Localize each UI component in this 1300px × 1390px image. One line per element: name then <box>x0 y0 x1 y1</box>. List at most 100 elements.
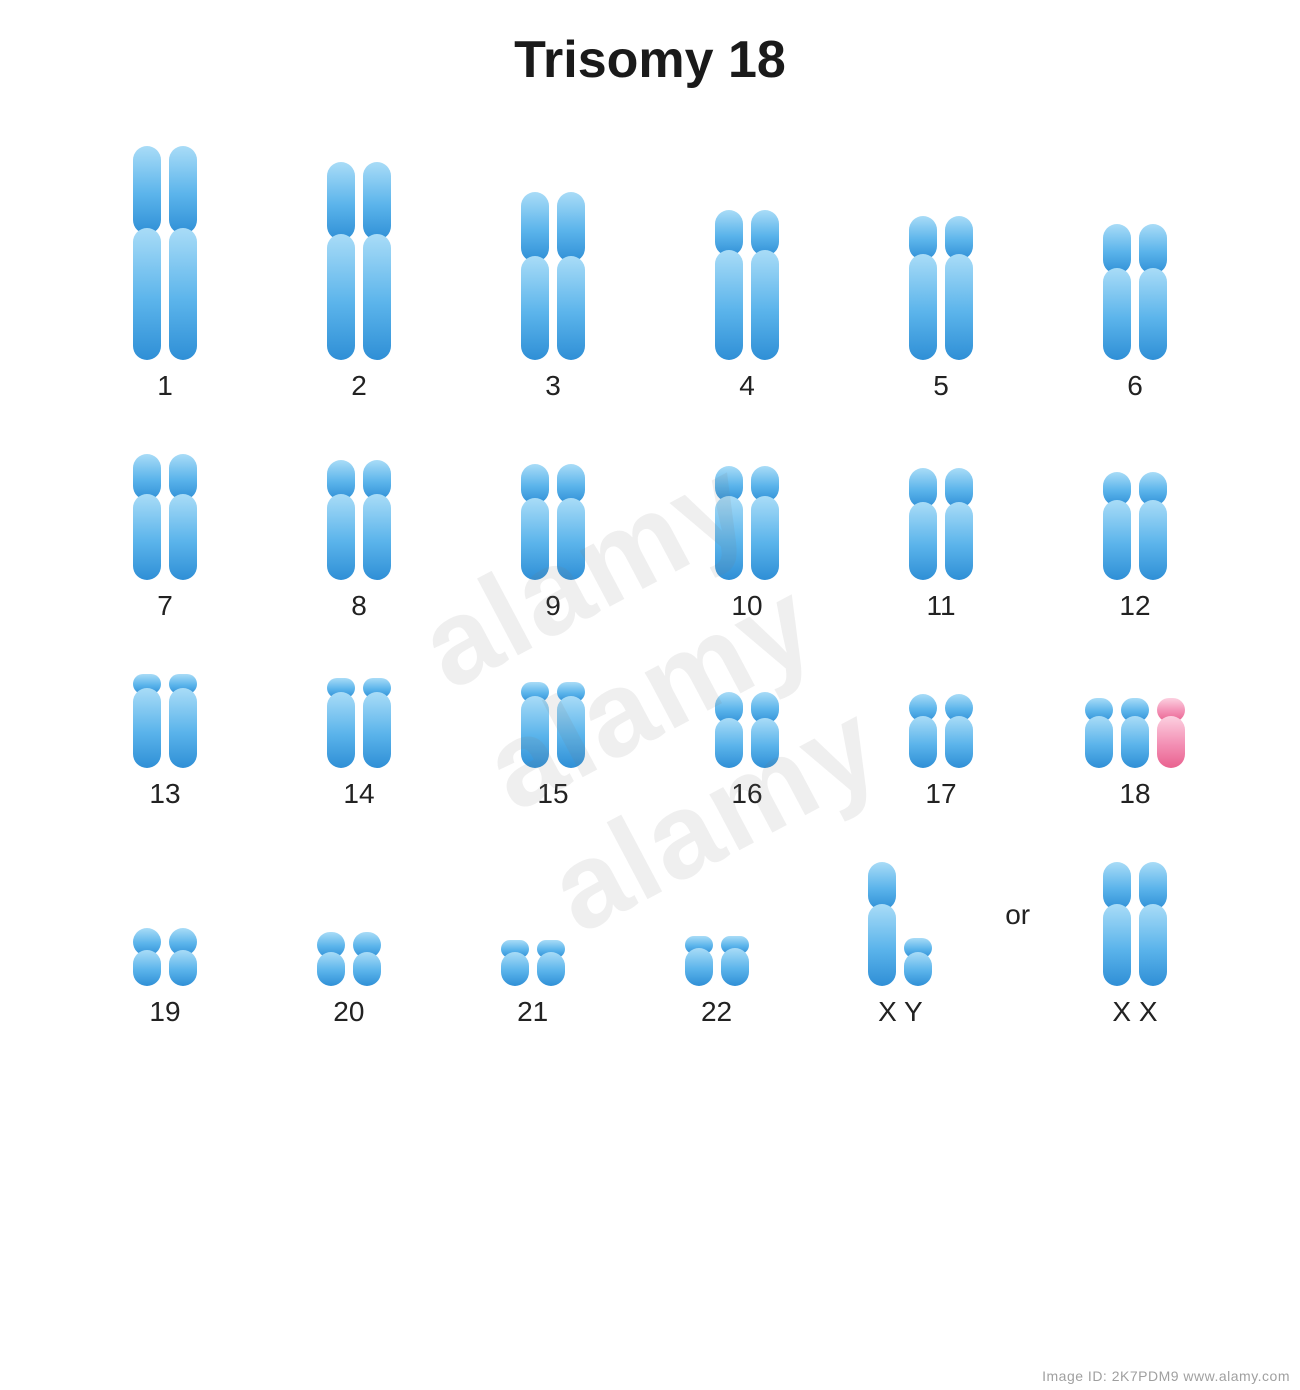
chromosome-label: 1 <box>157 370 173 402</box>
chromatid-q-arm <box>169 228 197 360</box>
chromosome-cell: 13 <box>80 658 250 810</box>
chromosome-pair <box>521 438 585 580</box>
chromatid <box>945 694 973 768</box>
chromatid <box>327 162 355 360</box>
chromatid <box>685 936 713 986</box>
chromatid-q-arm <box>557 696 585 768</box>
chromatid-q-arm <box>909 716 937 768</box>
chromatid-p-arm <box>1103 224 1131 274</box>
chromatid-q-arm <box>751 496 779 580</box>
chromatid-q-arm <box>1139 268 1167 360</box>
chromosome-cell: X Y <box>815 846 985 1028</box>
chromatid <box>133 146 161 360</box>
chromatid <box>169 928 197 986</box>
chromosome-label: 14 <box>343 778 374 810</box>
chromosome-label: 16 <box>731 778 762 810</box>
chromatid <box>1103 862 1131 986</box>
chromatid-p-arm <box>133 146 161 234</box>
chromosome-pair <box>133 438 197 580</box>
chromatid <box>327 460 355 580</box>
chromatid <box>751 210 779 360</box>
chromosome-pair <box>685 846 749 986</box>
diagram-title: Trisomy 18 <box>80 30 1220 90</box>
chromatid <box>715 466 743 580</box>
chromatid-q-arm <box>1085 716 1113 768</box>
chromatid <box>1103 472 1131 580</box>
chromatid-q-arm <box>169 950 197 986</box>
chromatid <box>353 932 381 986</box>
chromosome-label: 3 <box>545 370 561 402</box>
chromatid-p-arm <box>557 192 585 262</box>
chromosome-pair <box>133 658 197 768</box>
chromatid-q-arm <box>909 502 937 580</box>
chromatid-q-arm <box>169 688 197 768</box>
chromosome-cell: 10 <box>662 438 832 622</box>
chromatid-q-arm <box>685 948 713 986</box>
chromatid <box>945 468 973 580</box>
chromatid <box>537 940 565 986</box>
karyotype-diagram: Trisomy 18 12345678910111213141516171819… <box>0 0 1300 1390</box>
chromosome-cell: 22 <box>632 846 802 1028</box>
chromatid-q-arm <box>1139 904 1167 986</box>
chromosome-pair <box>327 130 391 360</box>
chromosome-label: 19 <box>149 996 180 1028</box>
chromatid <box>169 146 197 360</box>
chromatid-q-arm <box>133 688 161 768</box>
chromatid <box>1139 472 1167 580</box>
chromatid <box>169 674 197 768</box>
chromosome-pair <box>327 658 391 768</box>
chromosome-pair <box>909 658 973 768</box>
chromatid <box>751 466 779 580</box>
chromatid-q-arm <box>715 496 743 580</box>
chromatid-q-arm <box>751 250 779 360</box>
chromosome-label: 2 <box>351 370 367 402</box>
chromatid <box>1139 224 1167 360</box>
chromosome-pair <box>133 130 197 360</box>
chromatid <box>521 192 549 360</box>
chromosome-label: 10 <box>731 590 762 622</box>
chromosome-cell: 5 <box>856 130 1026 402</box>
chromatid-q-arm <box>1103 500 1131 580</box>
chromatid-q-arm <box>945 254 973 360</box>
chromosome-pair <box>521 658 585 768</box>
chromosome-label: X Y <box>878 996 923 1028</box>
chromosome-cell: X X <box>1050 846 1220 1028</box>
chromatid-q-arm <box>945 502 973 580</box>
chromosome-label: 21 <box>517 996 548 1028</box>
chromosome-pair <box>1103 846 1167 986</box>
chromosome-pair <box>715 130 779 360</box>
chromatid <box>521 464 549 580</box>
chromatid-q-arm <box>133 950 161 986</box>
chromosome-cell: 14 <box>274 658 444 810</box>
chromosome-pair <box>909 130 973 360</box>
chromatid-q-arm <box>353 952 381 986</box>
chromatid <box>1121 698 1149 768</box>
karyotype-row: 789101112 <box>80 438 1220 622</box>
chromosome-pair <box>1103 438 1167 580</box>
chromatid <box>1085 698 1113 768</box>
chromatid-q-arm <box>909 254 937 360</box>
chromatid <box>909 694 937 768</box>
chromatid <box>363 460 391 580</box>
chromatid-q-arm <box>1139 500 1167 580</box>
chromosome-cell: 19 <box>80 846 250 1028</box>
chromatid <box>133 928 161 986</box>
chromosome-label: 7 <box>157 590 173 622</box>
karyotype-row: 131415161718 <box>80 658 1220 810</box>
chromosome-pair <box>909 438 973 580</box>
chromosome-pair <box>1103 130 1167 360</box>
chromosome-label: 22 <box>701 996 732 1028</box>
chromatid-q-arm <box>327 692 355 768</box>
chromatid <box>557 682 585 768</box>
chromatid <box>868 862 896 986</box>
chromatid-p-arm <box>169 146 197 234</box>
chromatid-q-arm <box>945 716 973 768</box>
chromatid <box>557 464 585 580</box>
chromatid-q-arm <box>1103 268 1131 360</box>
chromosome-label: 13 <box>149 778 180 810</box>
chromatid <box>1157 698 1185 768</box>
chromatid-p-arm <box>1103 862 1131 910</box>
chromosome-pair <box>133 846 197 986</box>
chromatid-q-arm <box>327 494 355 580</box>
chromatid <box>133 674 161 768</box>
